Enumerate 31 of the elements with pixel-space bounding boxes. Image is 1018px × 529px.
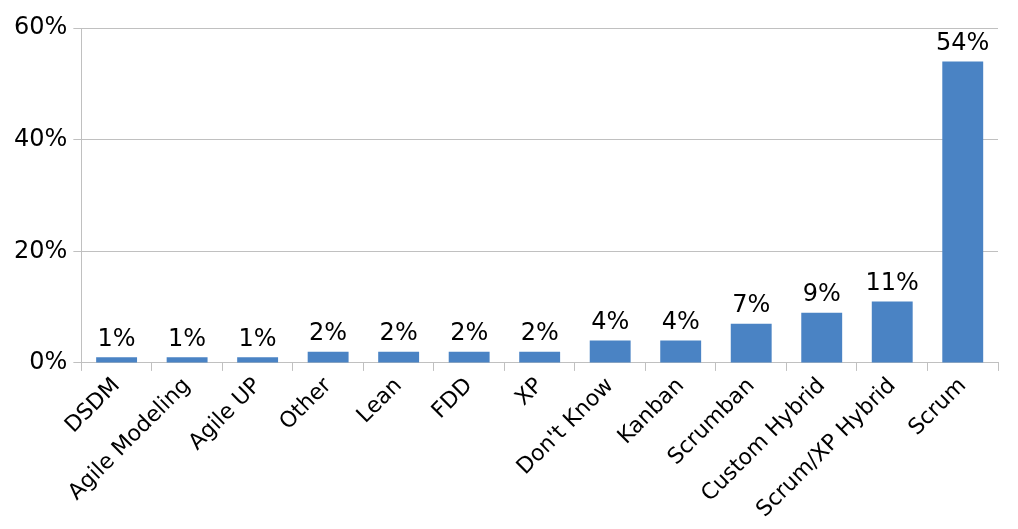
data-label: 2% <box>309 317 348 346</box>
data-label: 1% <box>168 323 207 352</box>
data-label: 4% <box>661 306 700 335</box>
data-label: 1% <box>238 323 277 352</box>
bar <box>448 351 490 363</box>
bar <box>307 351 349 363</box>
bar <box>730 323 772 363</box>
data-label: 2% <box>379 317 418 346</box>
bar <box>378 351 420 363</box>
bar <box>237 357 279 363</box>
data-label: 9% <box>802 278 841 307</box>
bar <box>801 312 843 363</box>
y-tick-label: 0% <box>29 347 68 376</box>
data-label: 4% <box>591 306 630 335</box>
x-tick-label: XP <box>509 372 548 410</box>
data-label: 2% <box>520 317 559 346</box>
bar <box>589 340 631 363</box>
bar <box>660 340 702 363</box>
bar <box>942 61 984 363</box>
data-label: 2% <box>450 317 489 346</box>
bar <box>96 357 138 363</box>
bar <box>519 351 561 363</box>
data-label: 7% <box>732 290 771 319</box>
y-tick-label: 60% <box>14 12 68 41</box>
bar <box>871 301 913 363</box>
y-tick-label: 20% <box>14 235 68 264</box>
data-label: 11% <box>865 267 919 296</box>
y-tick-label: 40% <box>14 123 68 152</box>
data-label: 1% <box>97 323 136 352</box>
data-label: 54% <box>936 27 990 56</box>
bar <box>166 357 208 363</box>
